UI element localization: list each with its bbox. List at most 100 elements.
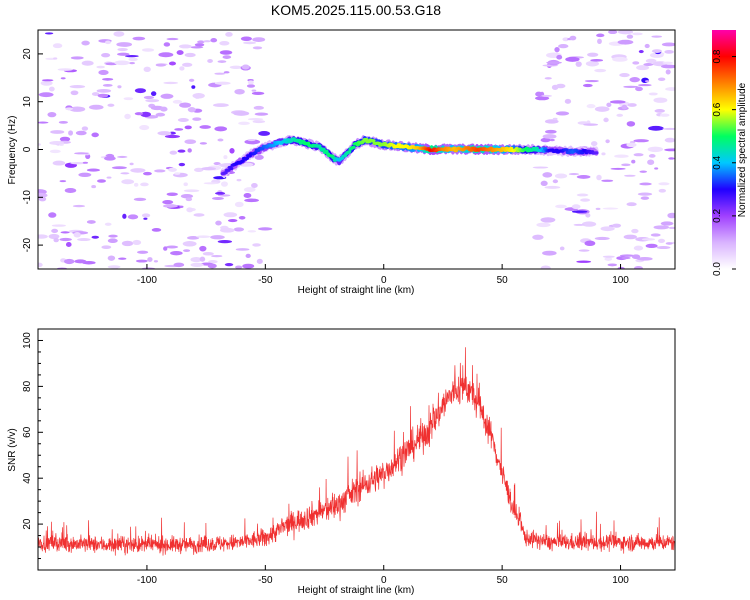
spectrogram-noise-cell [150,91,157,97]
spectrogram-noise-cell [208,260,218,264]
spectrogram-noise-cell [52,160,66,166]
spectrogram-noise-cell [626,34,634,39]
spectrogram-noise-cell [658,182,670,186]
spectrogram-noise-cell [602,255,615,258]
spectrogram-noise-cell [134,182,139,187]
spectrogram-noise-cell [223,155,228,160]
colorbar-gradient [712,30,736,269]
spectrogram-noise-cell [183,249,191,253]
spectrogram-noise-cell [573,223,585,226]
spectrogram-noise-cell [544,185,561,189]
spectrogram-noise-cell [626,121,636,127]
spectrogram-noise-cell [634,266,643,269]
colorbar-tick-label: 0.2 [712,209,723,223]
spectrogram-noise-cell [123,97,134,101]
spectrogram-noise-cell [247,138,256,142]
spectrogram-noise-cell [571,204,581,210]
spectrogram-noise-cell [252,243,261,247]
spectrogram-noise-cell [59,180,67,183]
spectrogram-noise-cell [51,224,66,227]
spectrogram-noise-cell [179,66,185,71]
spectrogram-noise-cell [70,162,86,165]
spectrogram-noise-cell [224,263,234,267]
snr-y-tick-label: 40 [22,472,33,484]
spectrogram-noise-cell [187,107,196,113]
spectrogram-noise-cell [554,47,560,53]
spectrogram-noise-cell [564,98,572,104]
spectrogram-noise-cell [132,239,142,246]
spectrogram-noise-cell [605,139,610,144]
spectrogram-noise-cell [41,79,54,82]
spectrogram-noise-cell [173,262,185,268]
spectrogram-noise-cell [532,234,544,240]
spectrogram-noise-cell [656,245,671,250]
spectrogram-noise-cell [215,191,226,195]
spectrogram-noise-cell [585,213,591,218]
spectrogram-noise-cell [157,131,172,136]
spectrogram-noise-cell [192,93,205,99]
spectrogram-noise-cell [140,182,149,187]
spectrogram-noise-cell [219,227,235,233]
spectrogram-noise-cell [657,77,666,82]
spectrogram-noise-cell [188,78,195,82]
spectrogram-x-label: Height of straight line (km) [298,285,415,296]
spectrogram-noise-cell [580,198,591,202]
spectrogram-noise-cell [143,95,155,100]
spectrogram-noise-cell [117,47,128,52]
spectrogram-noise-cell [176,50,184,55]
colorbar: 0.0 0.2 0.4 0.6 0.8 Normalized spectral ampl… [712,30,748,276]
spectrogram-track-cell [364,137,369,142]
spectrogram-noise-cell [660,221,674,226]
spectrogram-noise-cell [251,183,258,188]
spectrogram-noise-cell [202,252,214,256]
spectrogram-noise-cell [594,106,610,112]
spectrogram-noise-cell [59,237,72,242]
spectrogram-y-axis: -20 -10 0 10 20 [22,48,43,252]
spectrogram-noise-cell [645,243,658,248]
spectrogram-noise-cell [178,162,186,167]
spectrogram-noise-cell [638,84,652,87]
spectrogram-noise-cell [38,192,48,198]
spectrogram-noise-cell [641,238,656,241]
spectrogram-noise-cell [201,167,216,171]
spectrogram-noise-cell [124,55,139,58]
spectrogram-noise-cell [104,222,112,226]
spectrogram-noise-cell [246,84,256,88]
spectrogram-x-tick-label: -50 [258,275,273,286]
spectrogram-noise-cell [86,220,96,224]
spectrogram-noise-cell [247,80,254,85]
spectrogram-noise-cell [207,59,213,63]
spectrogram-noise-cell [190,256,203,263]
spectrogram-noise-cell [648,125,664,131]
spectrogram-noise-cell [253,105,264,110]
snr-series-line [38,347,675,556]
spectrogram-noise-cell [241,64,250,70]
spectrogram-noise-cell [243,193,252,198]
spectrogram-noise-cell [582,83,593,88]
spectrogram-track-cell [244,156,250,161]
spectrogram-noise-cell [540,137,551,143]
spectrogram-noise-cell [53,237,59,243]
spectrogram-noise-cell [639,182,652,186]
spectrogram-noise-cell [163,246,168,251]
spectrogram-noise-cell [621,256,631,260]
spectrogram-noise-cell [121,240,134,247]
spectrogram-noise-cell [180,193,194,199]
spectrogram-noise-cell [247,230,257,233]
spectrogram-noise-cell [662,61,673,65]
colorbar-ticks: 0.0 0.2 0.4 0.6 0.8 [712,49,736,276]
spectrogram-noise-cell [74,152,89,155]
spectrogram-noise-cell [68,130,74,136]
spectrogram-noise-cell [75,130,87,136]
spectrogram-noise-cell [168,61,177,66]
spectrogram-x-tick-label: -100 [137,275,157,286]
spectrogram-noise-cell [128,57,138,62]
spectrogram-noise-cell [96,65,106,69]
spectrogram-noise-cell [596,33,605,38]
spectrogram-noise-cell [49,149,61,154]
spectrogram-noise-cell [48,86,55,92]
spectrogram-noise-cell [203,182,219,185]
spectrogram-noise-cell [117,85,122,89]
spectrogram-noise-cell [664,148,675,152]
